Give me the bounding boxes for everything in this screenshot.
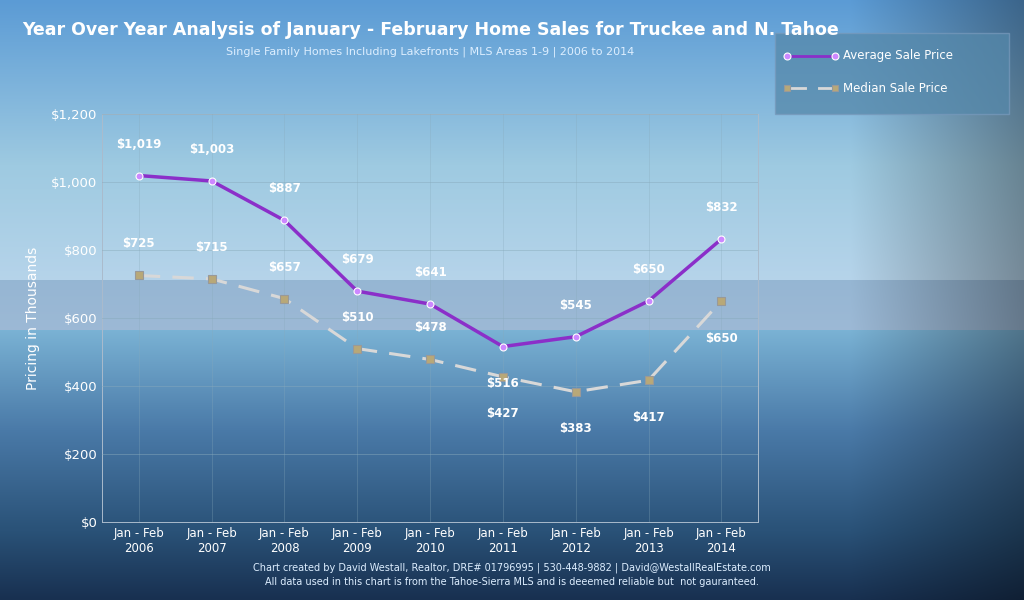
Text: All data used in this chart is from the Tahoe-Sierra MLS and is deeemed reliable: All data used in this chart is from the …: [265, 577, 759, 587]
Text: $650: $650: [632, 263, 665, 276]
Text: $715: $715: [196, 241, 228, 254]
Text: $478: $478: [414, 322, 446, 334]
Text: $1,019: $1,019: [116, 137, 162, 151]
Text: $427: $427: [486, 407, 519, 421]
Text: $887: $887: [268, 182, 301, 196]
Text: Year Over Year Analysis of January - February Home Sales for Truckee and N. Taho: Year Over Year Analysis of January - Feb…: [22, 21, 839, 39]
Text: $832: $832: [706, 201, 737, 214]
Text: $650: $650: [705, 332, 737, 344]
Text: Single Family Homes Including Lakefronts | MLS Areas 1-9 | 2006 to 2014: Single Family Homes Including Lakefronts…: [226, 47, 634, 57]
Text: Chart created by David Westall, Realtor, DRE# 01796995 | 530-448-9882 | David@We: Chart created by David Westall, Realtor,…: [253, 563, 771, 573]
Text: $679: $679: [341, 253, 374, 266]
Text: $510: $510: [341, 311, 374, 323]
Text: $417: $417: [632, 411, 665, 424]
Y-axis label: Pricing in Thousands: Pricing in Thousands: [26, 247, 40, 389]
Text: $516: $516: [486, 377, 519, 390]
Text: $641: $641: [414, 266, 446, 279]
Text: $545: $545: [559, 299, 592, 311]
Text: $725: $725: [123, 238, 155, 250]
Text: Median Sale Price: Median Sale Price: [843, 82, 947, 95]
Text: $383: $383: [559, 422, 592, 436]
Text: Average Sale Price: Average Sale Price: [843, 49, 952, 62]
Text: $657: $657: [268, 260, 301, 274]
Text: $1,003: $1,003: [189, 143, 234, 156]
